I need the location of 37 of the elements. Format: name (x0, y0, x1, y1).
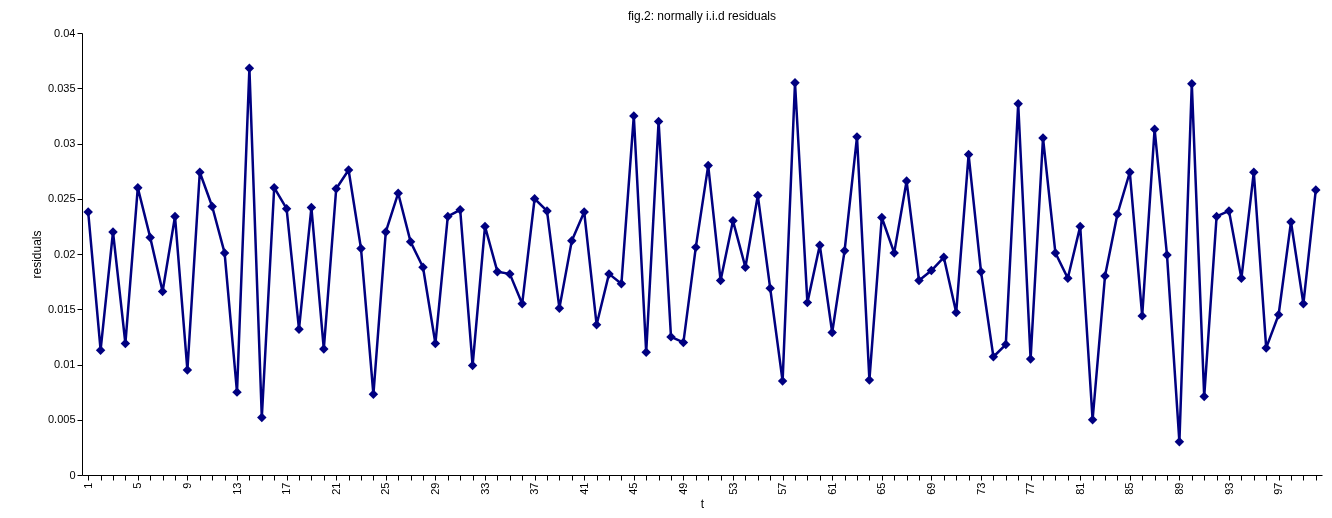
x-tick-label: 41 (577, 482, 590, 495)
x-tick-label: 85 (1123, 482, 1136, 495)
x-tick-label: 25 (379, 482, 392, 495)
x-tick-label: 57 (776, 482, 789, 495)
y-tick-label: 0.015 (47, 302, 76, 315)
x-tick-label: 53 (726, 482, 739, 495)
y-tick-label: 0.02 (54, 247, 76, 260)
x-tick-label: 89 (1172, 482, 1185, 495)
x-tick-label: 17 (280, 482, 293, 495)
x-tick-label: 1 (81, 482, 94, 489)
y-tick-label: 0.025 (47, 192, 76, 205)
x-tick-label: 77 (1024, 482, 1037, 495)
x-tick-label: 13 (230, 482, 243, 495)
x-axis-title: t (700, 496, 705, 511)
x-tick-label: 29 (428, 482, 441, 495)
x-tick-label: 5 (131, 482, 144, 489)
y-tick-label: 0.04 (54, 26, 76, 39)
x-tick-label: 97 (1272, 482, 1285, 495)
x-tick-label: 93 (1222, 482, 1235, 495)
x-tick-label: 33 (478, 482, 491, 495)
x-tick-label: 81 (1073, 482, 1086, 495)
y-tick-label: 0 (69, 468, 76, 481)
y-tick-label: 0.01 (54, 358, 76, 370)
x-tick-label: 69 (924, 482, 937, 495)
x-tick-label: 73 (974, 482, 987, 495)
x-tick-label: 37 (528, 482, 541, 495)
chart-title: fig.2: normally i.i.d residuals (627, 9, 777, 23)
x-tick-label: 21 (329, 482, 342, 495)
x-tick-label: 61 (825, 482, 838, 495)
y-tick-label: 0.03 (54, 137, 76, 149)
x-tick-label: 65 (875, 482, 888, 495)
y-axis-title: residuals (29, 230, 44, 279)
x-tick-label: 45 (627, 482, 640, 495)
x-tick-label: 9 (180, 482, 193, 489)
x-tick-label: 49 (676, 482, 689, 495)
y-tick-label: 0.005 (47, 413, 76, 426)
y-tick-label: 0.035 (47, 81, 76, 94)
